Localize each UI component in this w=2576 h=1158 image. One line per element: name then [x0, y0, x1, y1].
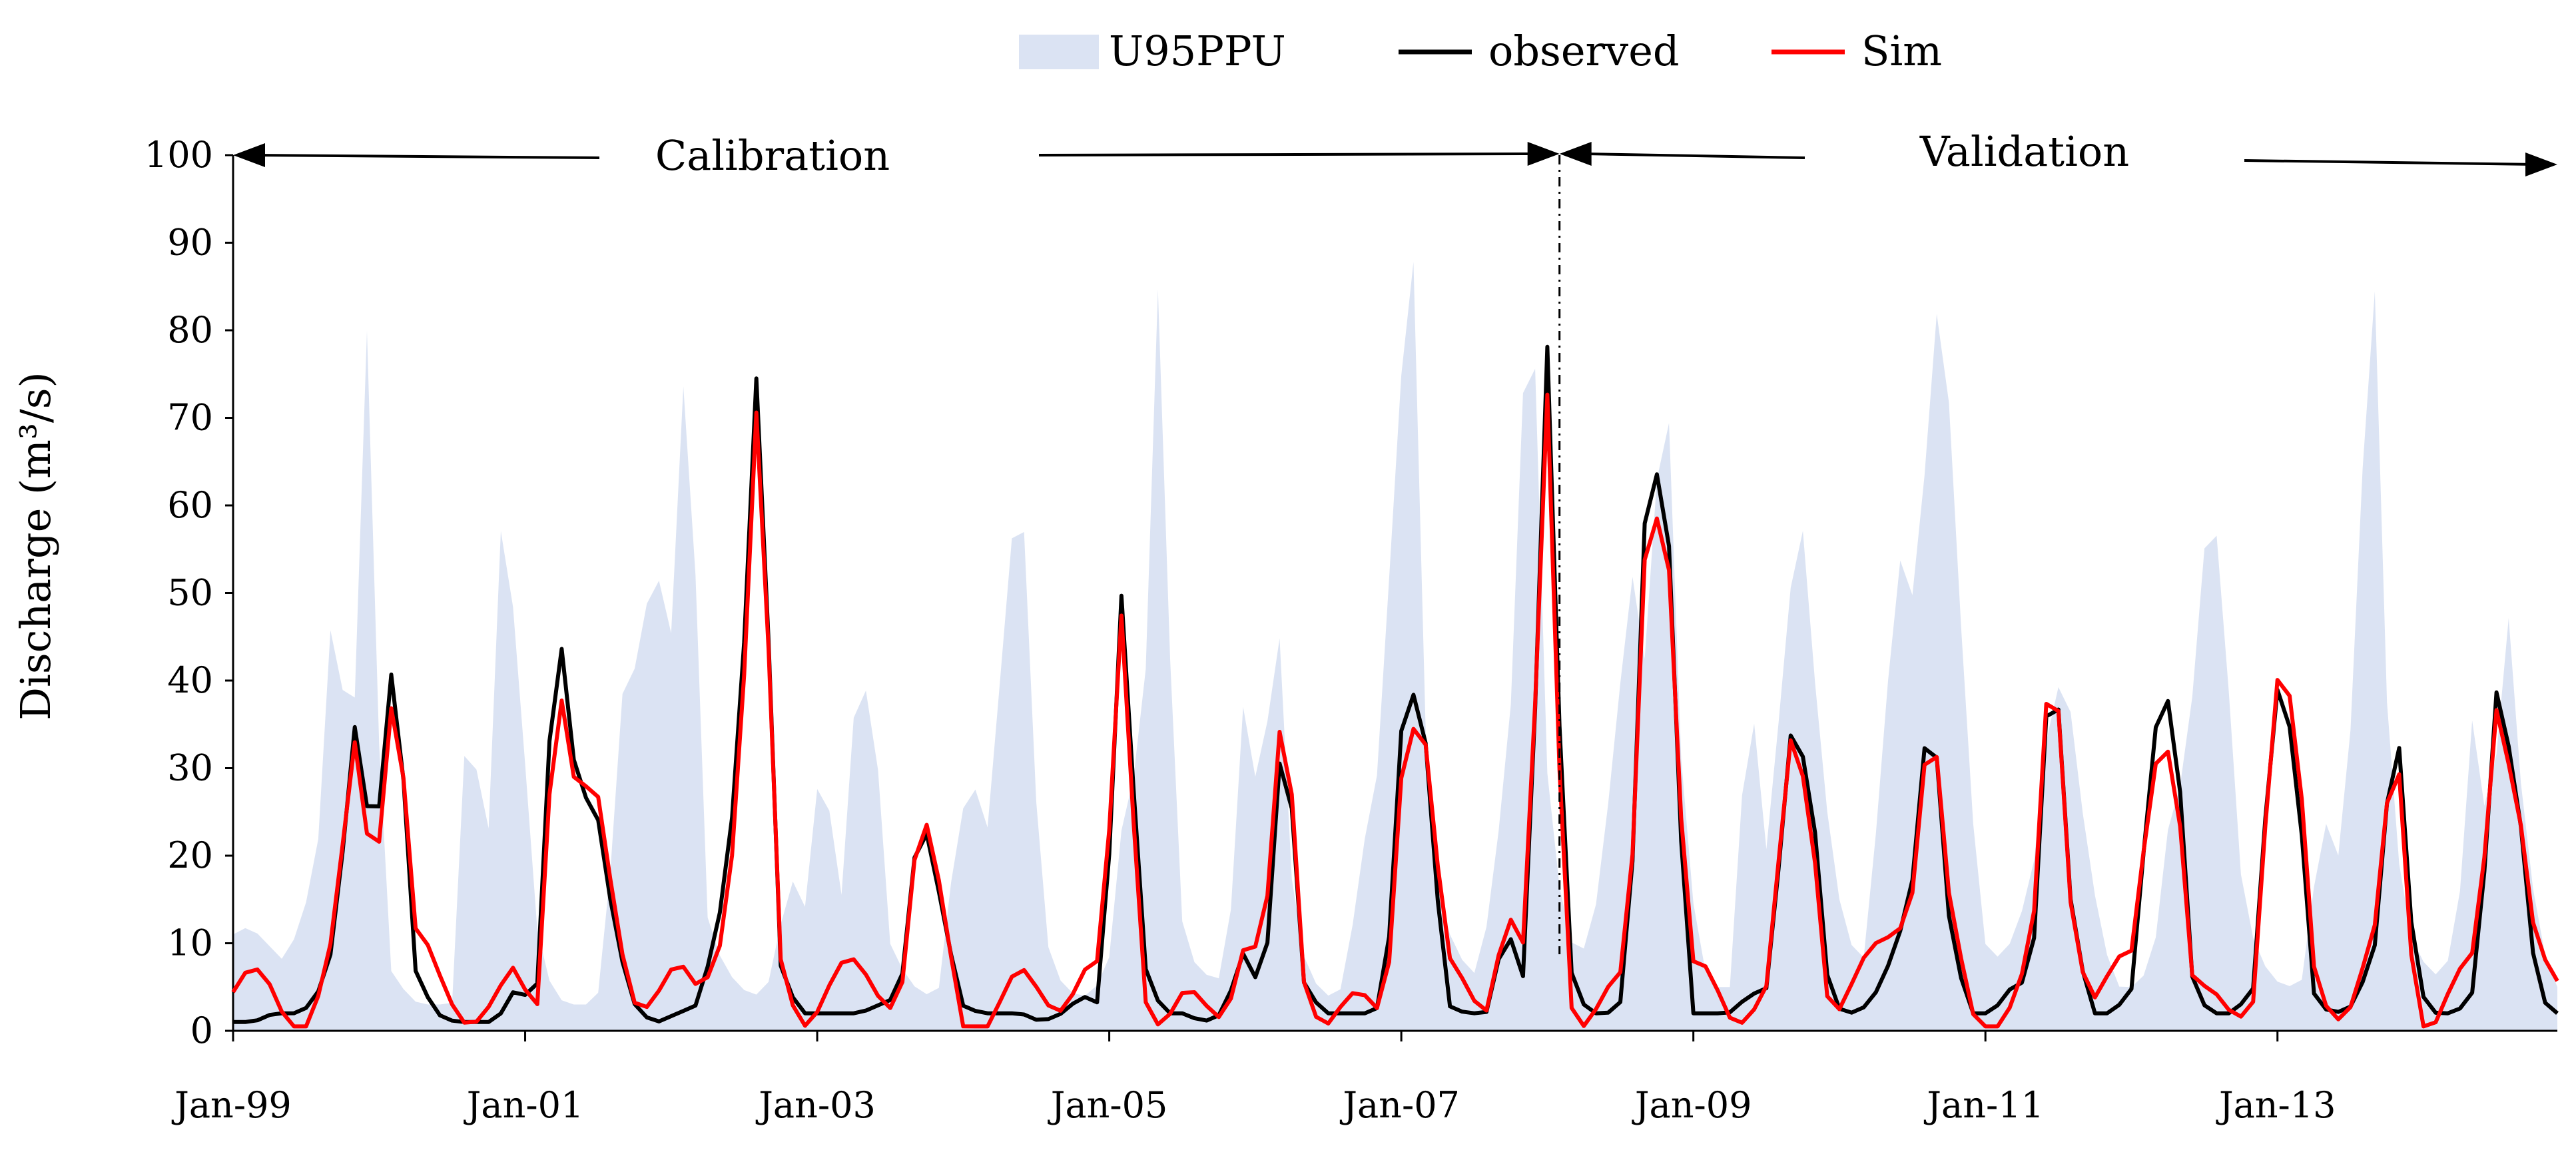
axis-layer: 0 10 20 30 40 50 60 70 80 90 100 Jan-99 Jan-01 Jan-03… — [145, 134, 2557, 1126]
x-tick-label: Jan-07 — [1339, 1084, 1460, 1126]
y-tick-label: 80 — [167, 309, 213, 351]
calibration-arrow-left — [252, 154, 600, 159]
legend-swatch-u95ppu — [1019, 35, 1099, 69]
legend: U95PPU observed Sim — [1019, 27, 1942, 75]
y-tick-label: 50 — [167, 572, 213, 614]
x-tick-label: Jan-09 — [1632, 1084, 1752, 1126]
x-tick-label: Jan-03 — [755, 1084, 876, 1126]
sim-series-line — [231, 392, 2559, 1029]
y-tick-label: 0 — [190, 1010, 213, 1051]
validation-arrowhead-left — [1559, 142, 1592, 166]
x-tick-label: Jan-99 — [171, 1084, 292, 1126]
period-annotation-layer: Calibration Validation — [233, 127, 2557, 954]
legend-label-sim: Sim — [1861, 27, 1942, 75]
u95ppu-band-layer — [233, 262, 2557, 1031]
axis-titles: Discharge (m³/s) — [11, 372, 60, 720]
y-axis-title: Discharge (m³/s) — [11, 372, 60, 720]
validation-arrow-left — [1586, 152, 1805, 159]
calibration-arrowhead-right — [1527, 142, 1560, 166]
y-tick-label: 100 — [145, 134, 213, 176]
x-tick-label: Jan-13 — [2216, 1084, 2336, 1126]
calibration-arrowhead-left — [233, 143, 265, 167]
y-tick-label: 20 — [167, 834, 213, 876]
y-tick-label: 40 — [167, 659, 213, 701]
y-tick-label: 90 — [167, 222, 213, 264]
x-tick-label: Jan-11 — [1923, 1084, 2044, 1126]
y-tick-label: 30 — [167, 747, 213, 789]
validation-arrowhead-right — [2525, 152, 2557, 176]
calibration-label: Calibration — [655, 131, 890, 180]
calibration-arrow-right — [1038, 152, 1533, 156]
legend-label-u95ppu: U95PPU — [1109, 27, 1286, 75]
u95ppu-band — [233, 262, 2557, 1031]
y-tick-label: 10 — [167, 922, 213, 964]
legend-label-observed: observed — [1488, 27, 1680, 75]
series-layer — [231, 344, 2559, 1029]
validation-arrow-right — [2244, 159, 2538, 166]
y-tick-label: 60 — [167, 484, 213, 526]
y-tick-label: 70 — [167, 397, 213, 439]
x-tick-label: Jan-05 — [1048, 1084, 1168, 1126]
x-tick-label: Jan-01 — [464, 1084, 584, 1126]
validation-label: Validation — [1919, 127, 2129, 176]
